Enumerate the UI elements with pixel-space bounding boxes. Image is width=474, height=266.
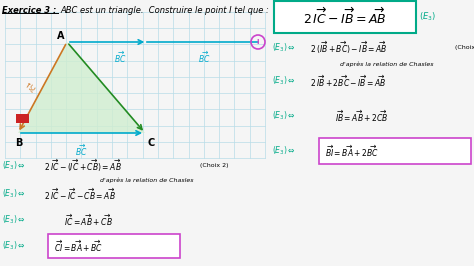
Text: B: B <box>15 138 22 148</box>
Text: $2\,\overrightarrow{IB}+2\overrightarrow{BC}-\overrightarrow{IB}=\overrightarrow: $2\,\overrightarrow{IB}+2\overrightarrow… <box>310 73 386 89</box>
Text: (Choix 2): (Choix 2) <box>200 164 228 168</box>
Text: $(E_3) \Leftrightarrow$: $(E_3) \Leftrightarrow$ <box>2 160 26 172</box>
Text: $(E_3) \Leftrightarrow$: $(E_3) \Leftrightarrow$ <box>2 188 26 200</box>
Text: Exercice 3 :: Exercice 3 : <box>2 6 56 15</box>
FancyBboxPatch shape <box>48 234 180 258</box>
Text: $(E_3) \Leftrightarrow$: $(E_3) \Leftrightarrow$ <box>2 240 26 252</box>
FancyBboxPatch shape <box>274 1 416 33</box>
Text: $\overrightarrow{BI} = \overrightarrow{BA}+2\overrightarrow{BC}$: $\overrightarrow{BI} = \overrightarrow{B… <box>325 143 379 159</box>
Text: $(E_3) \Leftrightarrow$: $(E_3) \Leftrightarrow$ <box>272 110 296 122</box>
Text: $(E_3) \Leftrightarrow$: $(E_3) \Leftrightarrow$ <box>272 42 296 54</box>
Text: d'après la relation de Chasles: d'après la relation de Chasles <box>100 177 193 183</box>
FancyBboxPatch shape <box>16 114 29 123</box>
Text: $\overrightarrow{IC} = \overrightarrow{AB}+\overrightarrow{CB}$: $\overrightarrow{IC} = \overrightarrow{A… <box>64 212 113 228</box>
Text: $(E_3) \Leftrightarrow$: $(E_3) \Leftrightarrow$ <box>272 75 296 87</box>
Text: $2\,\overrightarrow{IC}-\overrightarrow{IC}-\overrightarrow{CB}=\overrightarrow{: $2\,\overrightarrow{IC}-\overrightarrow{… <box>44 186 116 202</box>
Text: $\overrightarrow{BC}$: $\overrightarrow{BC}$ <box>114 50 127 65</box>
Text: A: A <box>56 31 64 41</box>
Text: $\overrightarrow{IB} = \overrightarrow{AB}+2\overrightarrow{CB}$: $\overrightarrow{IB} = \overrightarrow{A… <box>335 108 389 124</box>
Text: $(E_3)$: $(E_3)$ <box>419 11 436 23</box>
Text: $(E_3) \Leftrightarrow$: $(E_3) \Leftrightarrow$ <box>2 214 26 226</box>
Text: $\overrightarrow{IC}$: $\overrightarrow{IC}$ <box>24 81 40 95</box>
Text: I: I <box>257 39 259 45</box>
Text: $2\,\overrightarrow{IC}-(\overrightarrow{IC}+\overrightarrow{CB})=\overrightarro: $2\,\overrightarrow{IC}-(\overrightarrow… <box>44 158 122 174</box>
Text: $(E_3) \Leftrightarrow$: $(E_3) \Leftrightarrow$ <box>272 145 296 157</box>
FancyBboxPatch shape <box>319 138 471 164</box>
Text: $\overrightarrow{BC}$: $\overrightarrow{BC}$ <box>198 50 211 65</box>
Text: d'après la relation de Chasles: d'après la relation de Chasles <box>340 61 434 67</box>
Text: $\overrightarrow{BC}$: $\overrightarrow{BC}$ <box>75 143 87 159</box>
Text: $\overrightarrow{CI} = \overrightarrow{BA}+\overrightarrow{BC}$: $\overrightarrow{CI} = \overrightarrow{B… <box>54 238 103 254</box>
Text: C: C <box>148 138 155 148</box>
Text: (Choix 1): (Choix 1) <box>455 45 474 51</box>
Text: ABC est un triangle.  Construire le point I tel que :: ABC est un triangle. Construire le point… <box>60 6 269 15</box>
Polygon shape <box>18 42 145 133</box>
Text: $2\,\overrightarrow{IC} - \overrightarrow{IB} = \overrightarrow{AB}$: $2\,\overrightarrow{IC} - \overrightarro… <box>303 7 387 27</box>
Text: $2\,(\overrightarrow{IB}+\overrightarrow{BC})-\overrightarrow{IB}=\overrightarro: $2\,(\overrightarrow{IB}+\overrightarrow… <box>310 40 388 56</box>
